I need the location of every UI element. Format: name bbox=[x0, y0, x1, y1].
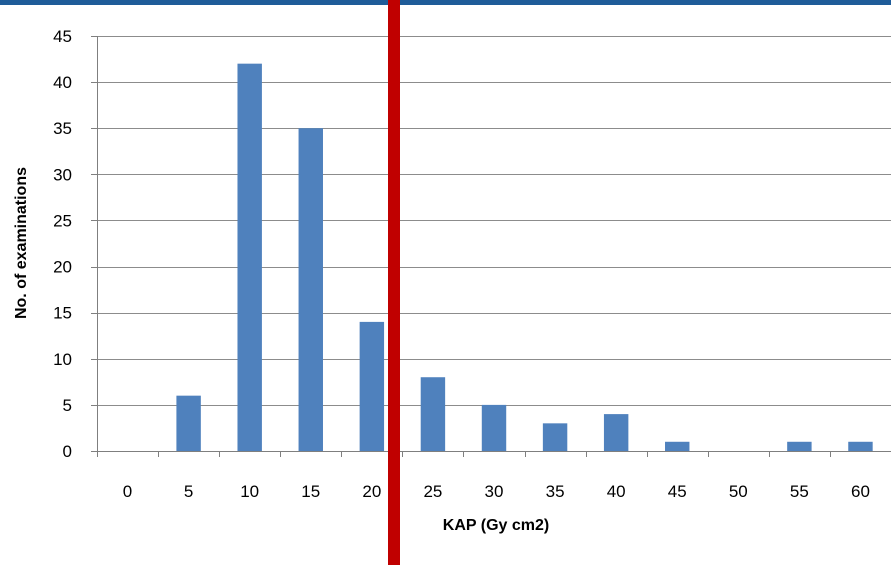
bar bbox=[542, 423, 568, 451]
gridlines bbox=[97, 36, 891, 406]
y-tick-label: 35 bbox=[53, 119, 72, 138]
x-tick-label: 10 bbox=[240, 482, 259, 501]
x-tick-label: 60 bbox=[851, 482, 870, 501]
y-axis-title: No. of examinations bbox=[13, 167, 30, 319]
y-tick-label: 15 bbox=[53, 304, 72, 323]
x-tick-label: 0 bbox=[123, 482, 132, 501]
bars bbox=[176, 63, 873, 452]
bar bbox=[481, 404, 507, 451]
x-tick-label: 35 bbox=[546, 482, 565, 501]
y-tick-label: 20 bbox=[53, 258, 72, 277]
x-tick-label: 55 bbox=[790, 482, 809, 501]
bar bbox=[603, 414, 629, 451]
bar bbox=[665, 441, 690, 451]
bar bbox=[359, 321, 385, 451]
x-tick-label: 30 bbox=[485, 482, 504, 501]
y-tick-label: 0 bbox=[63, 442, 72, 461]
y-tick-labels: 0 5 10 15 20 25 30 35 40 45 bbox=[53, 27, 72, 461]
x-tick-label: 15 bbox=[301, 482, 320, 501]
bar bbox=[298, 128, 323, 451]
y-tick-label: 5 bbox=[63, 396, 72, 415]
bar bbox=[176, 395, 201, 451]
bar bbox=[237, 63, 262, 452]
x-tick-label: 25 bbox=[423, 482, 442, 501]
axes bbox=[91, 36, 891, 457]
bar bbox=[420, 377, 446, 451]
header-band bbox=[0, 0, 891, 5]
x-tick-labels: 0 5 10 15 20 25 30 35 40 45 50 55 60 bbox=[123, 482, 870, 501]
y-tick-label: 45 bbox=[53, 27, 72, 46]
y-tick-label: 40 bbox=[53, 73, 72, 92]
x-tick-label: 5 bbox=[184, 482, 193, 501]
x-tick-label: 20 bbox=[362, 482, 381, 501]
x-tick-label: 50 bbox=[729, 482, 748, 501]
y-tick-label: 25 bbox=[53, 211, 72, 230]
y-tick-label: 30 bbox=[53, 165, 72, 184]
threshold-marker-line bbox=[388, 0, 400, 565]
bar bbox=[848, 441, 873, 451]
y-tick-label: 10 bbox=[53, 350, 72, 369]
x-tick-label: 45 bbox=[668, 482, 687, 501]
bar bbox=[787, 441, 812, 451]
x-axis-title: KAP (Gy cm2) bbox=[443, 517, 549, 534]
x-tick-label: 40 bbox=[607, 482, 626, 501]
